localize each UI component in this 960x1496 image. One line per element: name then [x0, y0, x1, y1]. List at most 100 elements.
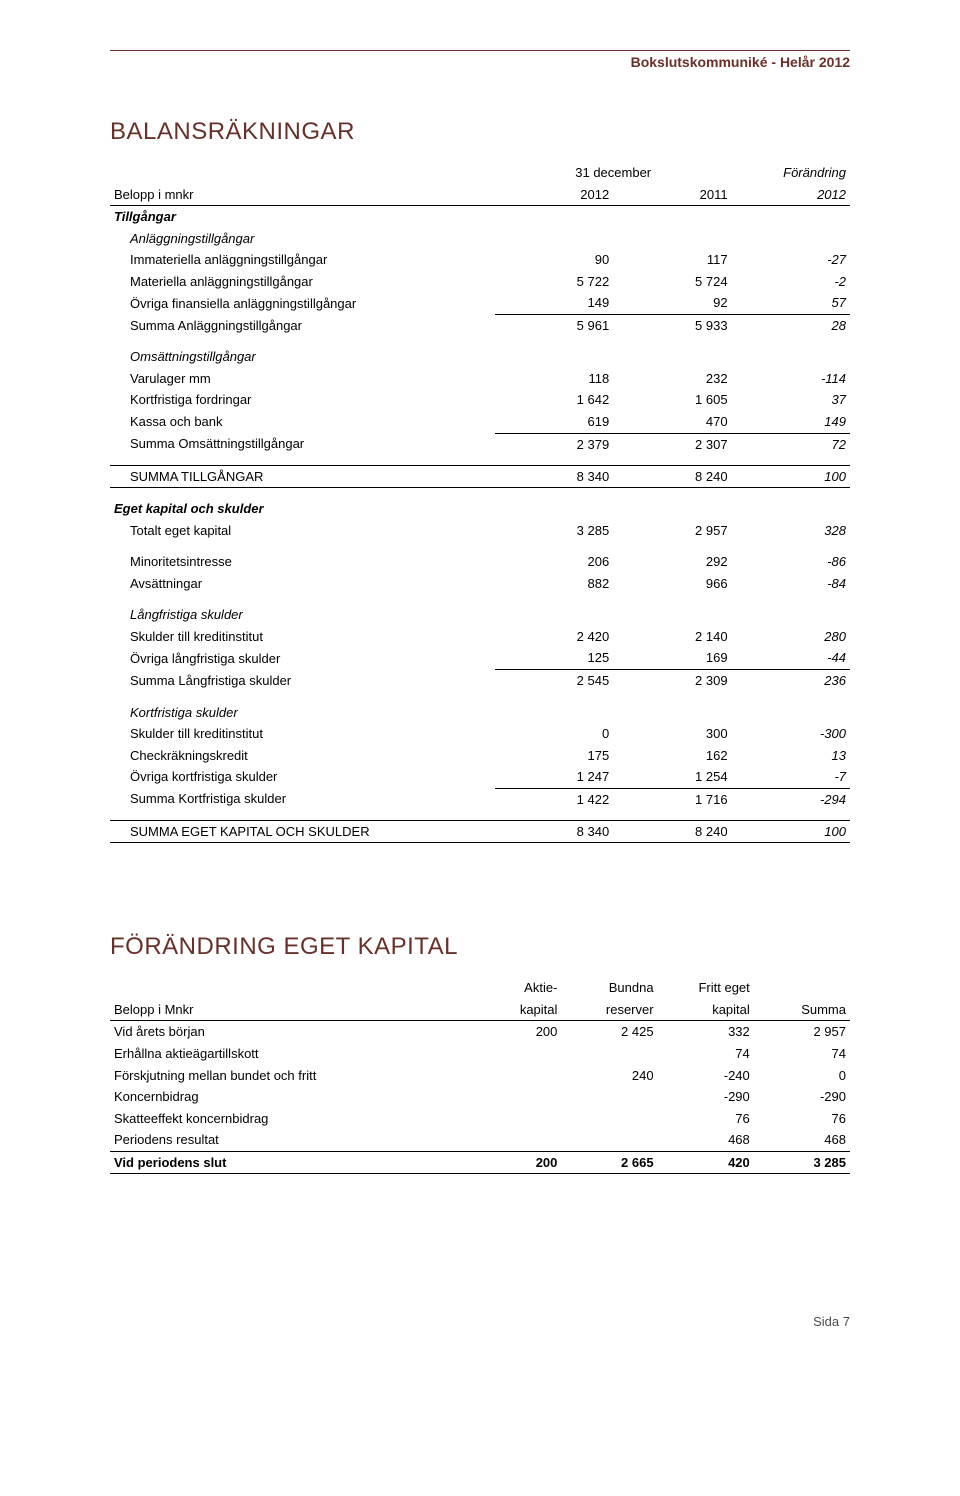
- row-c2: [561, 1043, 657, 1065]
- row-c1: [465, 1086, 561, 1108]
- row-v2: 232: [613, 368, 731, 390]
- sum-v2: 2 309: [613, 669, 731, 691]
- table-row: Skatteeffekt koncernbidrag7676: [110, 1108, 850, 1130]
- sum-label: Summa Kortfristiga skulder: [110, 788, 495, 810]
- row-label: Vid årets början: [110, 1021, 465, 1043]
- grand-total-row: SUMMA EGET KAPITAL OCH SKULDER8 3408 240…: [110, 820, 850, 843]
- table-row: Övriga långfristiga skulder125169-44: [110, 647, 850, 669]
- row-label: Koncernbidrag: [110, 1086, 465, 1108]
- grand-v1: 8 340: [495, 820, 613, 843]
- row-c2: [561, 1129, 657, 1151]
- grand-v2: 8 240: [613, 820, 731, 843]
- footer-text: Sida 7: [813, 1314, 850, 1329]
- row-v2: 169: [613, 647, 731, 669]
- sum-v3: 28: [732, 314, 850, 336]
- row-label: Checkräkningskredit: [110, 745, 495, 767]
- row-v3: -300: [732, 723, 850, 745]
- row-header-label: Belopp i mnkr: [110, 184, 495, 206]
- row-v3: -44: [732, 647, 850, 669]
- header-text: Bokslutskommuniké - Helår 2012: [631, 54, 850, 70]
- row-label: Minoritetsintresse: [110, 551, 495, 573]
- row-v3: 328: [732, 520, 850, 542]
- row-label: Förskjutning mellan bundet och fritt: [110, 1065, 465, 1087]
- row-label: Erhållna aktieägartillskott: [110, 1043, 465, 1065]
- row-c4: 74: [754, 1043, 850, 1065]
- h0: Belopp i Mnkr: [110, 999, 465, 1021]
- total-c3: 420: [658, 1151, 754, 1174]
- row-header-y2: 2011: [613, 184, 731, 206]
- row-v2: 117: [613, 249, 731, 271]
- sum-v1: 1 422: [495, 788, 613, 810]
- sum-row: Summa Omsättningstillgångar2 3792 30772: [110, 433, 850, 455]
- row-label: Materiella anläggningstillgångar: [110, 271, 495, 293]
- row-v3: -27: [732, 249, 850, 271]
- sub-heading: Omsättningstillgångar: [110, 346, 850, 368]
- sum-row: Summa Kortfristiga skulder1 4221 716-294: [110, 788, 850, 810]
- sum-label: Summa Långfristiga skulder: [110, 669, 495, 691]
- table-row: Erhållna aktieägartillskott 7474: [110, 1043, 850, 1065]
- table-row: Kortfristiga fordringar1 6421 60537: [110, 389, 850, 411]
- row-v3: -114: [732, 368, 850, 390]
- row-header-change: 2012: [732, 184, 850, 206]
- row-v2: 92: [613, 292, 731, 314]
- total-row: Vid periodens slut2002 6654203 285: [110, 1151, 850, 1174]
- row-v3: 280: [732, 626, 850, 648]
- grand-v2: 8 240: [613, 465, 731, 488]
- row-c4: -290: [754, 1086, 850, 1108]
- row-label: Skulder till kreditinstitut: [110, 626, 495, 648]
- grand-v1: 8 340: [495, 465, 613, 488]
- table-row: Periodens resultat468468: [110, 1129, 850, 1151]
- row-v2: 300: [613, 723, 731, 745]
- table-row: Varulager mm118232-114: [110, 368, 850, 390]
- page-footer: Sida 7: [110, 1314, 850, 1329]
- row-v3: -86: [732, 551, 850, 573]
- row-c3: 332: [658, 1021, 754, 1043]
- table-row: Materiella anläggningstillgångar5 7225 7…: [110, 271, 850, 293]
- row-v1: 1 642: [495, 389, 613, 411]
- sum-v1: 2 379: [495, 433, 613, 455]
- equity-table: Aktie-BundnaFritt egetBelopp i Mnkrkapit…: [110, 977, 850, 1174]
- total-c2: 2 665: [561, 1151, 657, 1174]
- row-label: Övriga långfristiga skulder: [110, 647, 495, 669]
- sum-label: Summa Anläggningstillgångar: [110, 314, 495, 336]
- row-c1: [465, 1065, 561, 1087]
- row-c1: [465, 1043, 561, 1065]
- row-v1: 2 420: [495, 626, 613, 648]
- row-v3: -84: [732, 573, 850, 595]
- row-c4: 468: [754, 1129, 850, 1151]
- row-v1: 90: [495, 249, 613, 271]
- sum-v2: 2 307: [613, 433, 731, 455]
- sum-label: Summa Omsättningstillgångar: [110, 433, 495, 455]
- h2a: Bundna: [561, 977, 657, 999]
- row-c4: 76: [754, 1108, 850, 1130]
- table-row: Övriga finansiella anläggningstillgångar…: [110, 292, 850, 314]
- sum-v2: 1 716: [613, 788, 731, 810]
- row-c3: 74: [658, 1043, 754, 1065]
- h3b: kapital: [658, 999, 754, 1021]
- section2-title: FÖRÄNDRING EGET KAPITAL: [110, 933, 850, 961]
- row-c3: -290: [658, 1086, 754, 1108]
- row-c1: [465, 1129, 561, 1151]
- row-v1: 5 722: [495, 271, 613, 293]
- sum-v1: 5 961: [495, 314, 613, 336]
- sum-row: Summa Anläggningstillgångar5 9615 93328: [110, 314, 850, 336]
- row-v3: 57: [732, 292, 850, 314]
- row-label: Varulager mm: [110, 368, 495, 390]
- row-v2: 470: [613, 411, 731, 433]
- sum-v3: -294: [732, 788, 850, 810]
- row-label: Övriga kortfristiga skulder: [110, 766, 495, 788]
- table-row: Övriga kortfristiga skulder1 2471 254-7: [110, 766, 850, 788]
- row-c4: 2 957: [754, 1021, 850, 1043]
- row-v1: 3 285: [495, 520, 613, 542]
- group-heading: Eget kapital och skulder: [110, 498, 850, 520]
- h3a: Fritt eget: [658, 977, 754, 999]
- grand-label: SUMMA EGET KAPITAL OCH SKULDER: [110, 820, 495, 843]
- row-v2: 2 957: [613, 520, 731, 542]
- row-v3: -7: [732, 766, 850, 788]
- group-heading: Tillgångar: [110, 206, 850, 228]
- row-c1: [465, 1108, 561, 1130]
- row-v2: 162: [613, 745, 731, 767]
- grand-total-row: SUMMA TILLGÅNGAR8 3408 240100: [110, 465, 850, 488]
- section1-title: BALANSRÄKNINGAR: [110, 118, 850, 146]
- table-row: Skulder till kreditinstitut0300-300: [110, 723, 850, 745]
